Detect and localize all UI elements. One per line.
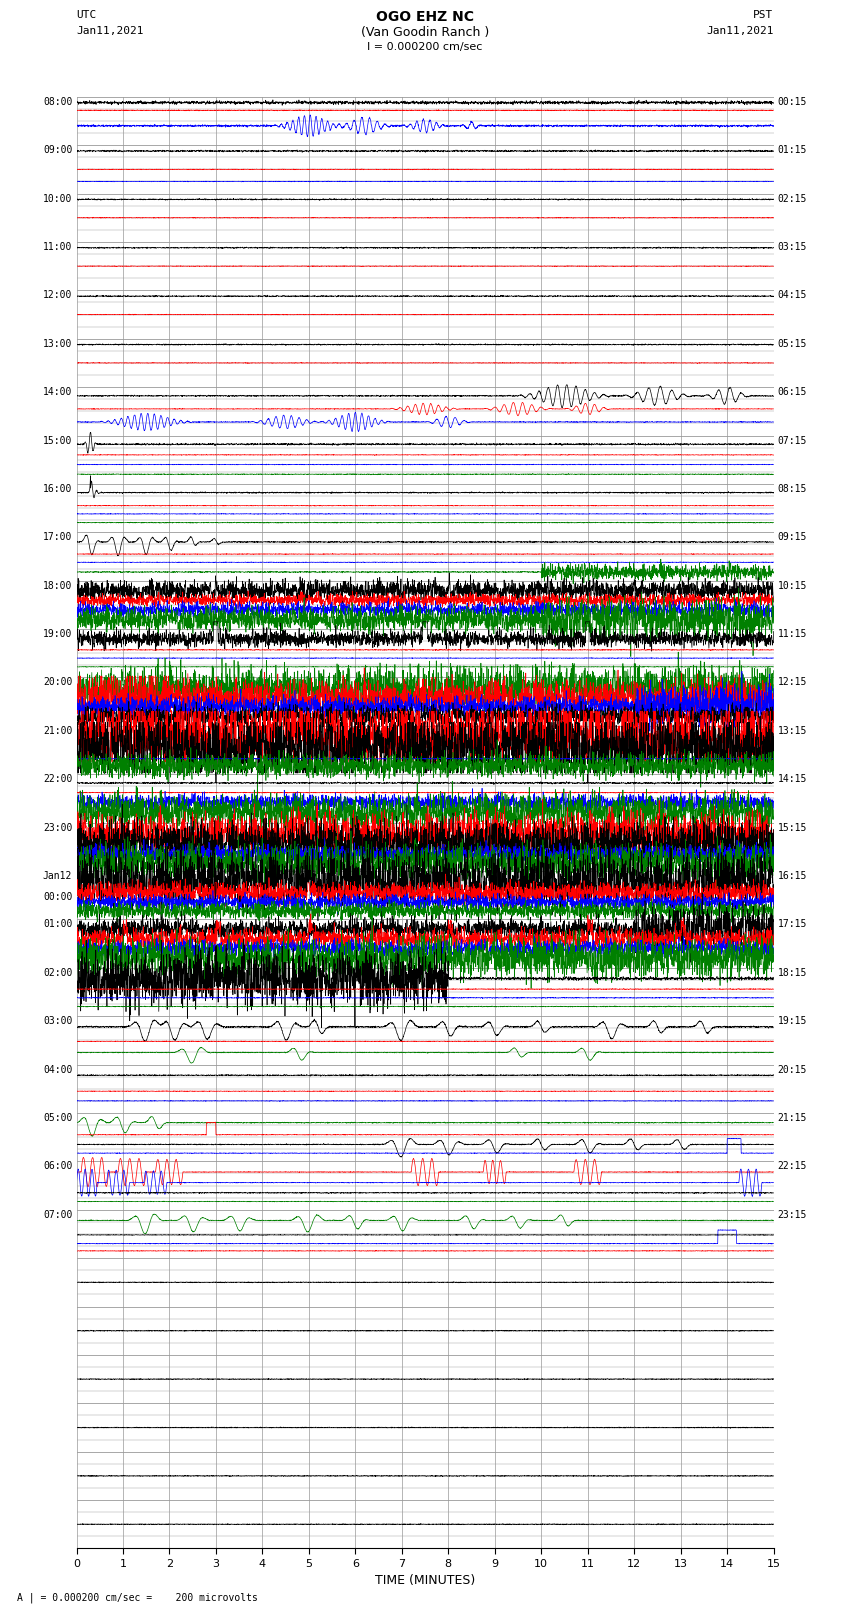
Text: 18:15: 18:15: [778, 968, 807, 977]
Text: 17:15: 17:15: [778, 919, 807, 929]
Text: 18:00: 18:00: [42, 581, 72, 590]
Text: 07:15: 07:15: [778, 436, 807, 445]
Text: 03:00: 03:00: [42, 1016, 72, 1026]
Text: 06:00: 06:00: [42, 1161, 72, 1171]
Text: 04:00: 04:00: [42, 1065, 72, 1074]
Text: 22:15: 22:15: [778, 1161, 807, 1171]
Text: 09:00: 09:00: [42, 145, 72, 155]
Text: Jan12: Jan12: [42, 871, 72, 881]
Text: 13:00: 13:00: [42, 339, 72, 348]
Text: 01:00: 01:00: [42, 919, 72, 929]
Text: 04:15: 04:15: [778, 290, 807, 300]
Text: 12:15: 12:15: [778, 677, 807, 687]
Text: 15:15: 15:15: [778, 823, 807, 832]
Text: 21:00: 21:00: [42, 726, 72, 736]
Text: 19:15: 19:15: [778, 1016, 807, 1026]
Text: I = 0.000200 cm/sec: I = 0.000200 cm/sec: [367, 42, 483, 52]
Text: 20:15: 20:15: [778, 1065, 807, 1074]
Text: OGO EHZ NC: OGO EHZ NC: [376, 10, 474, 24]
Text: 17:00: 17:00: [42, 532, 72, 542]
Text: 09:15: 09:15: [778, 532, 807, 542]
Text: 10:15: 10:15: [778, 581, 807, 590]
Text: 13:15: 13:15: [778, 726, 807, 736]
Text: 16:00: 16:00: [42, 484, 72, 494]
Text: 16:15: 16:15: [778, 871, 807, 881]
Text: 05:00: 05:00: [42, 1113, 72, 1123]
Text: 03:15: 03:15: [778, 242, 807, 252]
Text: 02:00: 02:00: [42, 968, 72, 977]
Text: 14:15: 14:15: [778, 774, 807, 784]
Text: 11:15: 11:15: [778, 629, 807, 639]
Text: 10:00: 10:00: [42, 194, 72, 203]
Text: 05:15: 05:15: [778, 339, 807, 348]
X-axis label: TIME (MINUTES): TIME (MINUTES): [375, 1574, 475, 1587]
Text: 08:00: 08:00: [42, 97, 72, 106]
Text: 07:00: 07:00: [42, 1210, 72, 1219]
Text: Jan11,2021: Jan11,2021: [706, 26, 774, 35]
Text: 00:00: 00:00: [42, 892, 72, 902]
Text: 11:00: 11:00: [42, 242, 72, 252]
Text: 19:00: 19:00: [42, 629, 72, 639]
Text: 08:15: 08:15: [778, 484, 807, 494]
Text: 01:15: 01:15: [778, 145, 807, 155]
Text: PST: PST: [753, 10, 774, 19]
Text: 23:15: 23:15: [778, 1210, 807, 1219]
Text: 12:00: 12:00: [42, 290, 72, 300]
Text: A | = 0.000200 cm/sec =    200 microvolts: A | = 0.000200 cm/sec = 200 microvolts: [17, 1592, 258, 1603]
Text: 20:00: 20:00: [42, 677, 72, 687]
Text: 06:15: 06:15: [778, 387, 807, 397]
Text: 22:00: 22:00: [42, 774, 72, 784]
Text: UTC: UTC: [76, 10, 97, 19]
Text: (Van Goodin Ranch ): (Van Goodin Ranch ): [361, 26, 489, 39]
Text: 23:00: 23:00: [42, 823, 72, 832]
Text: 15:00: 15:00: [42, 436, 72, 445]
Text: Jan11,2021: Jan11,2021: [76, 26, 144, 35]
Text: 00:15: 00:15: [778, 97, 807, 106]
Text: 21:15: 21:15: [778, 1113, 807, 1123]
Text: 14:00: 14:00: [42, 387, 72, 397]
Text: 02:15: 02:15: [778, 194, 807, 203]
